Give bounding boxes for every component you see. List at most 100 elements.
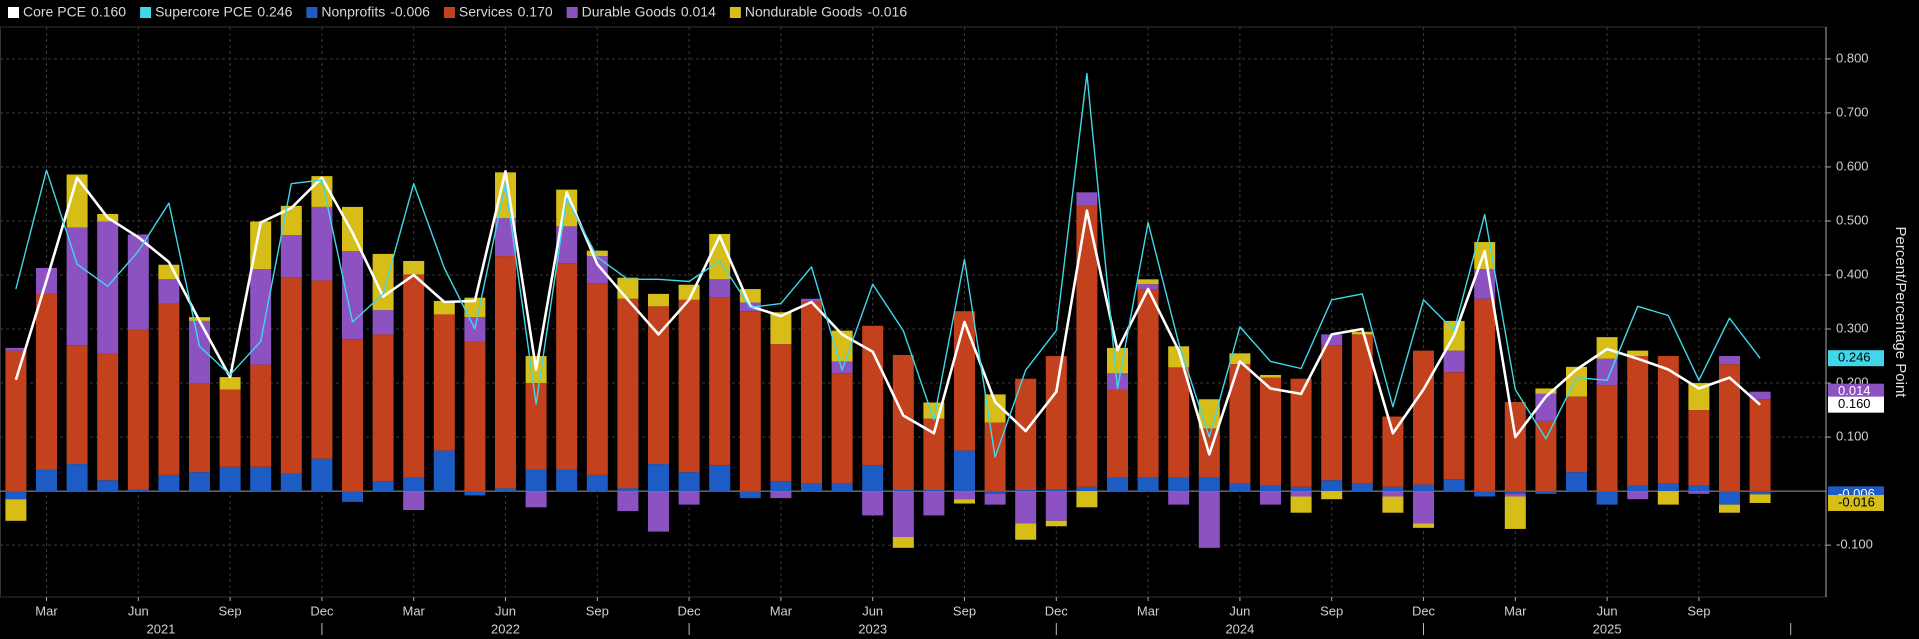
bar-segment <box>1474 491 1495 496</box>
bar-segment <box>1505 494 1526 497</box>
bar-segment <box>893 537 914 548</box>
bar-segment <box>1076 192 1097 206</box>
bar-segment <box>923 490 944 491</box>
bar-segment <box>801 483 822 491</box>
bar-segment <box>923 491 944 515</box>
bar-segment <box>709 298 730 465</box>
x-tick-label: Dec <box>310 603 334 618</box>
bar-segment <box>1413 485 1434 491</box>
bar-segment <box>1597 386 1618 491</box>
bar-segment <box>373 481 394 491</box>
x-year-label: 2025 <box>1593 621 1622 636</box>
bar-segment <box>893 490 914 491</box>
legend-label: Durable Goods <box>582 4 676 20</box>
bar-segment <box>1260 375 1281 378</box>
bar-segment <box>1413 491 1434 523</box>
bar-segment <box>1321 345 1342 480</box>
bar-segment <box>1627 491 1648 499</box>
bar-segment <box>281 235 302 278</box>
y-tick-label: 0.700 <box>1836 104 1869 119</box>
x-tick-label: Mar <box>1504 603 1527 618</box>
legend-label: Nonprofits <box>321 4 385 20</box>
bar-segment <box>5 491 26 499</box>
bar-segment <box>5 499 26 521</box>
bar-segment <box>648 294 669 306</box>
bar-segment <box>1168 367 1189 477</box>
bar-segment <box>1260 378 1281 486</box>
bar-segment <box>862 465 883 491</box>
bar-segment <box>5 351 26 491</box>
bar-segment <box>1474 299 1495 491</box>
value-tag: 0.160 <box>1838 396 1871 411</box>
bar-segment <box>1138 478 1159 492</box>
x-tick-label: Jun <box>1229 603 1250 618</box>
y-tick-label: 0.400 <box>1836 266 1869 281</box>
bar-segment <box>1382 497 1403 513</box>
bar-segment <box>189 472 210 491</box>
bar-segment <box>985 491 1006 494</box>
legend-value: 0.160 <box>91 4 126 20</box>
bar-segment <box>342 251 363 339</box>
x-tick-label: Dec <box>1412 603 1436 618</box>
bar-segment <box>464 491 485 495</box>
bar-segment <box>648 491 669 532</box>
x-tick-label: Dec <box>678 603 702 618</box>
legend-label: Nondurable Goods <box>745 4 863 20</box>
x-tick-label: Sep <box>953 603 976 618</box>
bar-segment <box>1688 486 1709 491</box>
bar-segment <box>1750 494 1771 503</box>
bar-segment <box>1658 491 1679 505</box>
bar-segment <box>281 278 302 474</box>
bar-segment <box>1719 491 1740 505</box>
bar-segment <box>1229 483 1250 491</box>
bar-segment <box>281 474 302 491</box>
bar-segment <box>587 475 608 491</box>
bar-segment <box>434 451 455 492</box>
legend-value: 0.014 <box>681 4 716 20</box>
bar-segment <box>403 491 424 510</box>
legend-label: Supercore PCE <box>155 4 252 20</box>
x-tick-label: Dec <box>1045 603 1069 618</box>
y-tick-label: 0.100 <box>1836 429 1869 444</box>
bar-segment <box>587 251 608 256</box>
bar-segment <box>770 491 791 498</box>
bar-segment <box>67 345 88 464</box>
bar-segment <box>220 390 241 467</box>
bar-segment <box>1413 524 1434 528</box>
bar-segment <box>1750 491 1771 494</box>
bar-segment <box>526 383 547 469</box>
bar-segment <box>158 475 179 491</box>
bar-segment <box>1260 486 1281 491</box>
bar-segment <box>1382 491 1403 496</box>
bar-segment <box>954 311 975 450</box>
bar-segment <box>526 491 547 507</box>
bar-segment <box>1199 478 1220 492</box>
bar-segment <box>373 310 394 334</box>
bar-segment <box>311 280 332 458</box>
x-tick-label: Jun <box>495 603 516 618</box>
bar-segment <box>526 469 547 491</box>
bar-segment <box>1688 410 1709 486</box>
x-tick-label: Sep <box>219 603 242 618</box>
bar-segment <box>1046 356 1067 489</box>
y-tick-label: -0.100 <box>1836 537 1873 552</box>
bar-segment <box>617 491 638 511</box>
value-tag: -0.016 <box>1838 494 1875 509</box>
bar-segment <box>832 361 853 373</box>
legend-value: 0.170 <box>518 4 553 20</box>
bar-segment <box>250 467 271 491</box>
bar-segment <box>1199 491 1220 548</box>
bar-segment <box>1015 379 1036 490</box>
x-tick-label: Sep <box>1320 603 1343 618</box>
bar-segment <box>648 464 669 491</box>
bar-segment <box>1291 491 1312 496</box>
x-tick-label: Jun <box>1597 603 1618 618</box>
bar-segment <box>617 488 638 491</box>
bar-segment <box>556 263 577 469</box>
legend-swatch <box>567 7 578 18</box>
bar-segment <box>495 488 516 491</box>
bar-segment <box>954 451 975 492</box>
bar-segment <box>403 261 424 275</box>
bar-segment <box>67 464 88 491</box>
